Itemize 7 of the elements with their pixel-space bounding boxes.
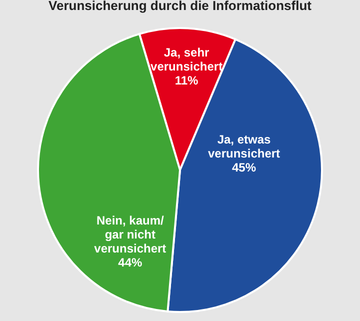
chart-title: Verunsicherung durch die Informationsflut: [48, 0, 312, 13]
slice-label: Ja, sehr verunsichert: [150, 45, 223, 74]
data-label: 45%: [232, 160, 256, 174]
data-label: 44%: [118, 256, 142, 270]
slice-label: Ja, etwas verunsichert: [208, 132, 280, 160]
data-label: 11%: [174, 73, 199, 88]
slice-label: Nein, kaum/ gar nicht verunsichert: [94, 214, 166, 256]
